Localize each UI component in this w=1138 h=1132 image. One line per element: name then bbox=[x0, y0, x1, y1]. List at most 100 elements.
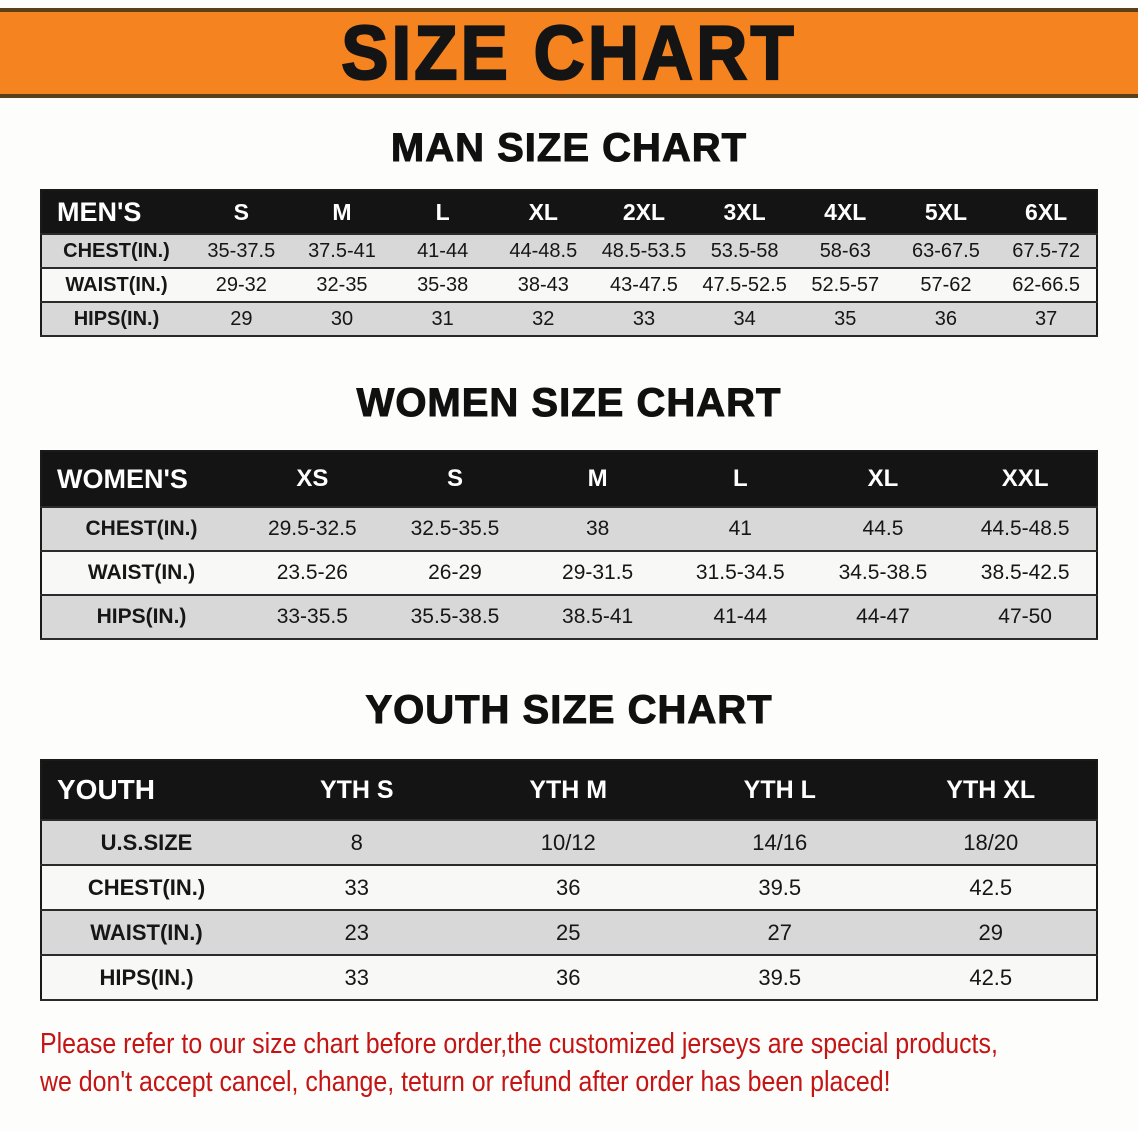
measurement-cell: 41-44 bbox=[713, 605, 768, 628]
disclaimer-line-2: we don't accept cancel, change, teturn o… bbox=[40, 1066, 891, 1098]
measurement-cell: 32-35 bbox=[316, 273, 368, 296]
disclaimer-line-1: Please refer to our size chart before or… bbox=[40, 1028, 998, 1060]
size-column-header: 4XL bbox=[824, 198, 867, 225]
men-section-heading: MAN SIZE CHART bbox=[390, 126, 748, 171]
measurement-cell: 29 bbox=[230, 307, 253, 330]
row-label-cell: WAIST(IN.) bbox=[65, 273, 168, 296]
measurement-cell: 14/16 bbox=[752, 829, 808, 855]
size-column-header: YTH XL bbox=[946, 775, 1036, 804]
size-column-header: M bbox=[587, 465, 608, 492]
measurement-cell: 39.5 bbox=[758, 874, 802, 900]
size-column-header: XXL bbox=[1001, 465, 1049, 492]
women-size-section: WOMEN SIZE CHART WOMEN'S XS S M L XL XXL CHEST(… bbox=[0, 381, 1138, 640]
size-column-header: XS bbox=[296, 465, 329, 492]
size-column-header: 3XL bbox=[723, 198, 766, 225]
measurement-cell: 44.5-48.5 bbox=[980, 517, 1070, 540]
table-header-row: WOMEN'S XS S M L XL XXL bbox=[41, 451, 1097, 507]
row-label-cell: HIPS(IN.) bbox=[96, 605, 187, 628]
measurement-cell: 34.5-38.5 bbox=[838, 561, 928, 584]
measurement-cell: 44-47 bbox=[856, 605, 910, 628]
measurement-cell: 67.5-72 bbox=[1012, 239, 1081, 262]
table-row: HIPS(IN.) 29 30 31 32 33 34 35 36 37 bbox=[41, 302, 1097, 336]
measurement-cell: 29.5-32.5 bbox=[267, 517, 357, 540]
size-column-header: YTH S bbox=[319, 775, 394, 804]
row-label-cell: U.S.SIZE bbox=[100, 829, 193, 855]
table-row: WAIST(IN.) 29-32 32-35 35-38 38-43 43-47.5 47.… bbox=[41, 268, 1097, 302]
size-column-header: M bbox=[332, 198, 352, 225]
row-label-cell: HIPS(IN.) bbox=[99, 964, 194, 990]
measurement-cell: 29-31.5 bbox=[562, 561, 634, 584]
page-title: SIZE CHART bbox=[340, 9, 797, 96]
table-title-cell: WOMEN'S bbox=[57, 463, 188, 494]
banner: SIZE CHART bbox=[0, 8, 1138, 98]
table-row: HIPS(IN.) 33-35.5 35.5-38.5 38.5-41 41-44 44-… bbox=[41, 595, 1097, 639]
youth-section-heading: YOUTH SIZE CHART bbox=[365, 688, 773, 733]
measurement-cell: 47.5-52.5 bbox=[702, 273, 787, 296]
measurement-cell: 52.5-57 bbox=[811, 273, 880, 296]
measurement-cell: 62-66.5 bbox=[1012, 273, 1081, 296]
size-column-header: 2XL bbox=[622, 198, 666, 225]
men-size-section: MAN SIZE CHART MEN'S S M L XL 2XL 3XL 4XL 5XL 6XL… bbox=[0, 126, 1138, 337]
measurement-cell: 33 bbox=[344, 874, 369, 900]
measurement-cell: 32.5-35.5 bbox=[410, 517, 500, 540]
measurement-cell: 36 bbox=[556, 874, 581, 900]
measurement-cell: 36 bbox=[934, 307, 958, 330]
measurement-cell: 25 bbox=[556, 919, 581, 945]
row-label-cell: WAIST(IN.) bbox=[90, 919, 203, 945]
row-label-cell: CHEST(IN.) bbox=[85, 517, 198, 540]
measurement-cell: 44.5 bbox=[862, 517, 904, 540]
table-header-row: MEN'S S M L XL 2XL 3XL 4XL 5XL 6XL bbox=[41, 190, 1097, 234]
size-column-header: YTH M bbox=[529, 775, 608, 804]
size-column-header: XL bbox=[528, 198, 558, 225]
table-header-row: YOUTH YTH S YTH M YTH L YTH XL bbox=[41, 760, 1097, 820]
measurement-cell: 41 bbox=[728, 517, 752, 540]
measurement-cell: 33-35.5 bbox=[276, 605, 348, 628]
measurement-cell: 35 bbox=[834, 307, 857, 330]
measurement-cell: 18/20 bbox=[963, 829, 1019, 855]
table-title-cell: YOUTH bbox=[57, 774, 155, 805]
table-row: CHEST(IN.) 35-37.5 37.5-41 41-44 44-48.5 48.5… bbox=[41, 234, 1097, 268]
row-label-cell: CHEST(IN.) bbox=[87, 874, 206, 900]
measurement-cell: 58-63 bbox=[819, 239, 871, 262]
measurement-cell: 26-29 bbox=[428, 561, 482, 584]
measurement-cell: 23 bbox=[344, 919, 369, 945]
women-size-table: WOMEN'S XS S M L XL XXL CHEST(IN.) 29.5-32.5 32.5… bbox=[40, 450, 1098, 640]
measurement-cell: 42.5 bbox=[969, 964, 1013, 990]
measurement-cell: 47-50 bbox=[998, 605, 1052, 628]
row-label-cell: WAIST(IN.) bbox=[87, 561, 196, 584]
measurement-cell: 63-67.5 bbox=[912, 239, 980, 262]
size-column-header: L bbox=[732, 465, 748, 492]
measurement-cell: 31.5-34.5 bbox=[695, 561, 785, 584]
measurement-cell: 43-47.5 bbox=[610, 273, 678, 296]
table-row: WAIST(IN.) 23.5-26 26-29 29-31.5 31.5-34.5 34… bbox=[41, 551, 1097, 595]
measurement-cell: 35.5-38.5 bbox=[410, 605, 500, 628]
row-label-cell: CHEST(IN.) bbox=[63, 239, 170, 262]
row-label-cell: HIPS(IN.) bbox=[73, 307, 160, 330]
measurement-cell: 34 bbox=[733, 307, 756, 330]
table-row: CHEST(IN.) 33 36 39.5 42.5 bbox=[41, 865, 1097, 910]
measurement-cell: 35-38 bbox=[417, 273, 469, 296]
measurement-cell: 30 bbox=[330, 307, 354, 330]
youth-size-section: YOUTH SIZE CHART YOUTH YTH S YTH M YTH L YTH… bbox=[0, 688, 1138, 1001]
size-column-header: 5XL bbox=[924, 198, 968, 225]
measurement-cell: 38-43 bbox=[517, 273, 569, 296]
measurement-cell: 39.5 bbox=[758, 964, 802, 990]
measurement-cell: 38.5-42.5 bbox=[980, 561, 1070, 584]
measurement-cell: 35-37.5 bbox=[207, 239, 276, 262]
table-row: HIPS(IN.) 33 36 39.5 42.5 bbox=[41, 955, 1097, 1000]
size-column-header: S bbox=[233, 198, 249, 225]
measurement-cell: 42.5 bbox=[969, 874, 1013, 900]
measurement-cell: 29-32 bbox=[215, 273, 267, 296]
table-row: U.S.SIZE 8 10/12 14/16 18/20 bbox=[41, 820, 1097, 865]
measurement-cell: 10/12 bbox=[540, 829, 596, 855]
measurement-cell: 37 bbox=[1035, 307, 1058, 330]
measurement-cell: 29 bbox=[978, 919, 1003, 945]
measurement-cell: 44-48.5 bbox=[509, 239, 578, 262]
measurement-cell: 31 bbox=[431, 307, 454, 330]
measurement-cell: 37.5-41 bbox=[308, 239, 376, 262]
size-column-header: XL bbox=[867, 465, 899, 492]
measurement-cell: 33 bbox=[632, 307, 656, 330]
men-size-table: MEN'S S M L XL 2XL 3XL 4XL 5XL 6XL CHEST(IN.) 35-37… bbox=[40, 189, 1098, 337]
table-row: CHEST(IN.) 29.5-32.5 32.5-35.5 38 41 44.5 44.5… bbox=[41, 507, 1097, 551]
